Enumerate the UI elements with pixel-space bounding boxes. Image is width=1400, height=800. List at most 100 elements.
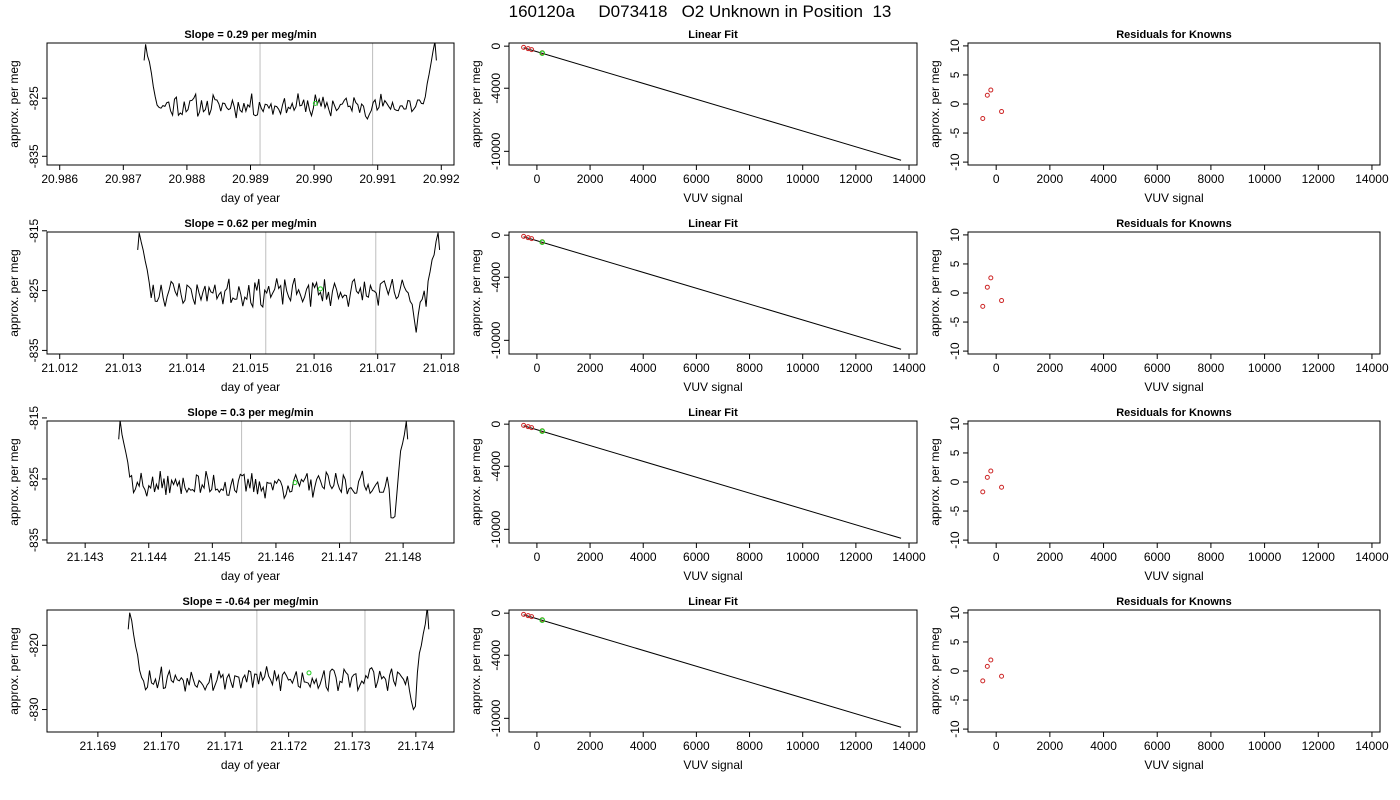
x-tick-label: 21.018 (423, 361, 460, 375)
y-tick-label: -835 (27, 338, 41, 362)
residual-point (980, 678, 986, 684)
x-tick-label: 14000 (1355, 550, 1389, 564)
x-tick-label: 12000 (1302, 550, 1336, 564)
x-tick-label: 6000 (1144, 172, 1171, 186)
panel-title: Linear Fit (688, 596, 738, 608)
y-tick-label: -825 (27, 86, 41, 110)
panel-title: Residuals for Knowns (1116, 29, 1232, 41)
plot-frame (508, 42, 918, 166)
known-point (529, 236, 535, 242)
plot-frame (46, 609, 455, 733)
unknown-point (539, 617, 546, 624)
y-tick-label: -10000 (489, 321, 503, 359)
y-tick-label: 10 (948, 228, 962, 242)
panel-title: Linear Fit (688, 218, 738, 230)
x-tick-label: 20.988 (169, 172, 206, 186)
x-tick-label: 0 (534, 172, 541, 186)
y-axis-label: approx. per meg (928, 438, 942, 525)
y-tick-label: 5 (948, 449, 962, 456)
x-tick-label: 2000 (1037, 172, 1064, 186)
x-tick-label: 14000 (892, 172, 926, 186)
y-axis-label: approx. per meg (7, 438, 21, 525)
x-tick-label: 6000 (1144, 739, 1171, 753)
panel-fit-4: Linear Fit 0 2000 4000 6000 8000 10000 12000 140… (469, 596, 926, 772)
residual-point (980, 303, 986, 309)
x-tick-label: 8000 (736, 739, 763, 753)
x-axis-label: VUV signal (1144, 569, 1203, 583)
panel-fit-2: Linear Fit 0 2000 4000 6000 8000 10000 12000 140… (469, 218, 926, 394)
y-tick-label: -825 (27, 467, 41, 491)
panel-data (127, 610, 430, 732)
x-tick-label: 12000 (839, 739, 873, 753)
x-tick-label: 21.012 (41, 361, 78, 375)
x-tick-label: 14000 (892, 739, 926, 753)
y-tick-label: 5 (948, 638, 962, 645)
x-tick-label: 2000 (577, 172, 604, 186)
plot-frame (967, 609, 1381, 733)
x-tick-label: 21.144 (130, 550, 167, 564)
x-tick-label: 12000 (1302, 361, 1336, 375)
x-axis-label: VUV signal (683, 569, 742, 583)
x-tick-label: 21.147 (321, 550, 358, 564)
plot-frame (508, 420, 918, 544)
x-tick-label: 8000 (1198, 172, 1225, 186)
y-axis-label: approx. per meg (469, 60, 483, 147)
panel-data (137, 232, 441, 354)
x-tick-label: 10000 (1248, 739, 1282, 753)
x-tick-label: 21.169 (80, 739, 117, 753)
x-tick-label: 10000 (786, 172, 820, 186)
panel-title: Slope = 0.62 per meg/min (184, 218, 317, 230)
x-tick-label: 21.015 (232, 361, 269, 375)
x-tick-label: 4000 (630, 550, 657, 564)
x-tick-label: 2000 (1037, 361, 1064, 375)
known-point (521, 44, 527, 50)
known-point (521, 233, 527, 239)
y-tick-label: -820 (27, 633, 41, 657)
residual-point (980, 489, 986, 495)
x-tick-label: 4000 (630, 172, 657, 186)
plot-frame (508, 609, 918, 733)
y-axis-label: approx. per meg (928, 60, 942, 147)
panel-title: Residuals for Knowns (1116, 596, 1232, 608)
panel-data (143, 43, 437, 165)
residual-point (984, 474, 990, 480)
x-tick-label: 14000 (1355, 739, 1389, 753)
unknown-point (539, 239, 546, 246)
x-tick-label: 4000 (1090, 550, 1117, 564)
panel-trace-3: Slope = 0.3 per meg/min 21.143 21.144 21.14… (7, 406, 455, 583)
x-tick-label: 0 (993, 361, 1000, 375)
x-tick-label: 10000 (1248, 361, 1282, 375)
figure-title: 160120a D073418 O2 Unknown in Position 1… (508, 2, 892, 21)
y-tick-label: 0 (948, 289, 962, 296)
plot-frame (46, 420, 455, 544)
x-tick-label: 21.016 (296, 361, 333, 375)
x-tick-label: 10000 (786, 739, 820, 753)
x-tick-label: 21.014 (169, 361, 206, 375)
y-tick-label: -4000 (489, 640, 503, 671)
residual-point (988, 657, 994, 663)
x-tick-label: 2000 (577, 550, 604, 564)
residual-point (999, 298, 1005, 304)
plot-frame (46, 42, 455, 166)
x-axis-label: day of year (221, 569, 280, 583)
y-tick-label: -4000 (489, 73, 503, 104)
residual-point (984, 663, 990, 669)
panel-trace-1: Slope = 0.29 per meg/min 20.986 20.987 20.9… (7, 29, 460, 205)
y-tick-label: -10 (948, 153, 962, 171)
x-tick-label: 20.989 (232, 172, 269, 186)
x-tick-label: 0 (993, 172, 1000, 186)
panel-trace-4: Slope = -0.64 per meg/min 21.169 21.170 21.… (7, 596, 455, 772)
x-tick-label: 4000 (630, 361, 657, 375)
y-axis-label: approx. per meg (928, 627, 942, 714)
plot-frame (967, 231, 1381, 355)
x-tick-label: 10000 (786, 550, 820, 564)
y-tick-label: -830 (27, 697, 41, 721)
panel-fit-3: Linear Fit 0 2000 4000 6000 8000 10000 12000 140… (469, 407, 926, 583)
panel-data (521, 611, 902, 728)
y-axis-label: approx. per meg (7, 249, 21, 336)
signal-trace (143, 43, 437, 120)
y-axis-label: approx. per meg (469, 438, 483, 525)
panel-data (980, 87, 1005, 122)
